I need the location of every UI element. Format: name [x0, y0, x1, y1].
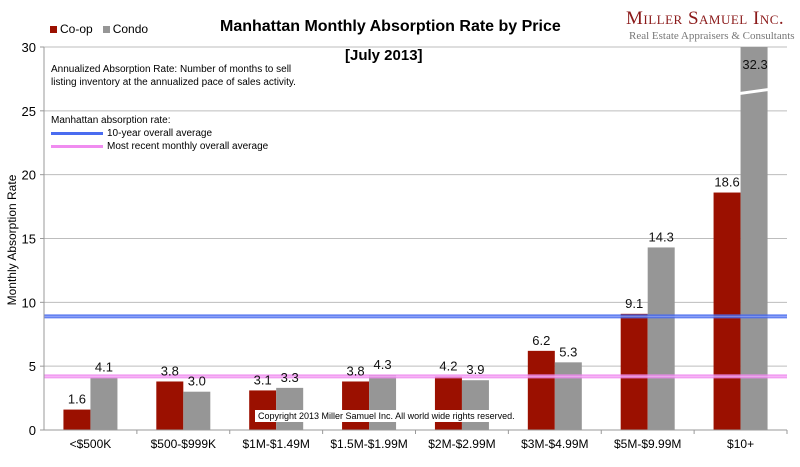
legend-item-condo: Condo — [102, 22, 149, 36]
y-tick-label: 15 — [22, 232, 36, 247]
average-legend-label: 10-year overall average — [107, 128, 213, 139]
bar-coop — [342, 381, 370, 430]
bar-coop — [156, 381, 184, 430]
data-label: 3.0 — [188, 374, 206, 389]
data-label: 5.3 — [559, 344, 577, 359]
y-tick-label: 30 — [22, 40, 36, 55]
bar-condo — [276, 387, 304, 430]
legend: Co-op Condo — [50, 22, 148, 36]
data-label: 3.8 — [161, 363, 179, 378]
axes — [43, 47, 787, 431]
bar-condo — [740, 47, 768, 430]
bar-coop — [620, 313, 648, 430]
x-tick-label: <$500K — [70, 437, 112, 451]
bar-condo — [647, 247, 675, 430]
x-tick-label: $1.5M-$1.99M — [330, 437, 407, 451]
data-label: 4.2 — [439, 358, 457, 373]
data-label: 3.9 — [466, 362, 484, 377]
average-legend-label: Most recent monthly overall average — [107, 141, 269, 152]
y-axis-label: Monthly Absorption Rate — [5, 174, 19, 305]
data-label: 3.8 — [347, 363, 365, 378]
blue-line-icon — [51, 132, 103, 135]
bars — [63, 47, 768, 430]
x-tick-label: $5M-$9.99M — [614, 437, 681, 451]
y-tick-label: 25 — [22, 104, 36, 119]
legend-item-coop: Co-op — [50, 22, 93, 36]
bar-coop — [527, 350, 555, 430]
average-legend-item: Most recent monthly overall average — [51, 140, 268, 153]
data-label: 9.1 — [625, 296, 643, 311]
average-legend-heading: Manhattan absorption rate: — [51, 115, 171, 126]
data-label: 4.3 — [374, 357, 392, 372]
y-tick-label: 10 — [22, 295, 36, 310]
data-label: 3.3 — [281, 370, 299, 385]
bar-coop — [713, 192, 741, 430]
bar-condo — [183, 391, 211, 430]
brand-logo-name: Miller Samuel Inc. — [626, 8, 785, 29]
legend-label: Co-op — [60, 22, 93, 36]
x-tick-label: $2M-$2.99M — [428, 437, 495, 451]
y-axis-ticks: 0 5 10 15 20 25 30 — [22, 40, 44, 438]
copyright-notice: Copyright 2013 Miller Samuel Inc. All wo… — [255, 410, 518, 422]
chart-subtitle: [July 2013] — [345, 47, 423, 64]
legend-label: Condo — [112, 22, 149, 36]
y-tick-label: 5 — [29, 359, 36, 374]
data-label: 18.6 — [714, 175, 739, 190]
bar-condo — [90, 377, 118, 430]
data-label: 1.6 — [68, 392, 86, 407]
data-label: 3.1 — [254, 372, 272, 387]
data-label: 14.3 — [649, 229, 674, 244]
bar-coop — [63, 409, 91, 430]
axis-break-mark — [739, 88, 769, 95]
coop-swatch-icon — [50, 25, 57, 33]
definition-note: Annualized Absorption Rate: Number of mo… — [51, 64, 296, 88]
data-label: 32.3 — [742, 57, 767, 72]
reference-lines — [44, 314, 787, 379]
chart-title: Manhattan Monthly Absorption Rate by Pri… — [220, 18, 561, 35]
x-tick-label: $10+ — [727, 437, 754, 451]
pink-line-icon — [51, 145, 103, 148]
average-legend: Manhattan absorption rate: 10-year overa… — [51, 114, 268, 153]
data-label: 6.2 — [532, 333, 550, 348]
bar-condo — [461, 380, 489, 430]
y-tick-label: 20 — [22, 168, 36, 183]
x-tick-label: $1M-$1.49M — [243, 437, 310, 451]
data-label: 4.1 — [95, 360, 113, 375]
brand-logo-tagline: Real Estate Appraisers & Consultants — [629, 30, 795, 42]
average-legend-item: 10-year overall average — [51, 127, 268, 140]
y-tick-label: 0 — [29, 423, 36, 438]
data-labels: 1.6 4.1 3.8 3.0 3.1 3.3 3.8 4.3 4.2 3.9 6.2 5.3 9.1 1… — [68, 57, 769, 407]
condo-swatch-icon — [102, 25, 110, 33]
x-tick-label: $500-$999K — [151, 437, 216, 451]
bar-condo — [554, 362, 582, 430]
x-axis-ticks: <$500K $500-$999K $1M-$1.49M $1.5M-$1.99M $2… — [70, 430, 788, 451]
x-tick-label: $3M-$4.99M — [521, 437, 588, 451]
